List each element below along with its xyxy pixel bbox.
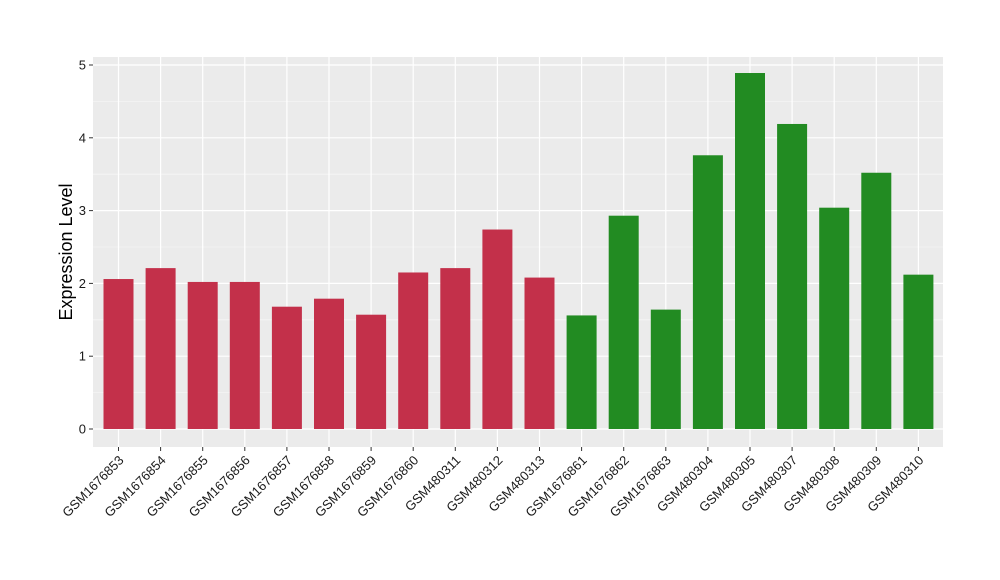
y-axis-title: Expression Level bbox=[56, 183, 76, 320]
bar-GSM480307 bbox=[777, 123, 808, 429]
bar-GSM1676863 bbox=[650, 309, 681, 429]
y-tick-label: 3 bbox=[79, 203, 86, 218]
bar-GSM480313 bbox=[524, 277, 555, 429]
bar-GSM1676860 bbox=[398, 272, 429, 429]
bar-GSM480308 bbox=[819, 207, 850, 429]
bar-GSM480305 bbox=[735, 73, 765, 430]
bar-GSM1676857 bbox=[271, 306, 302, 429]
bar-GSM1676859 bbox=[356, 314, 387, 429]
bar-GSM1676856 bbox=[229, 281, 260, 429]
bar-GSM480310 bbox=[903, 274, 934, 429]
bar-GSM1676858 bbox=[314, 298, 344, 429]
plot-panel bbox=[93, 57, 943, 447]
bar-GSM480312 bbox=[482, 229, 513, 429]
y-tick-label: 4 bbox=[79, 130, 86, 145]
bar-GSM1676855 bbox=[187, 281, 218, 429]
bar-GSM480311 bbox=[440, 268, 471, 429]
y-tick-label: 1 bbox=[79, 349, 86, 364]
y-tick-label: 0 bbox=[79, 422, 86, 437]
bar-GSM1676861 bbox=[566, 315, 597, 429]
bar-GSM480309 bbox=[861, 172, 892, 429]
bar-GSM1676862 bbox=[608, 215, 639, 429]
bar-GSM480304 bbox=[692, 155, 723, 429]
bar-GSM1676853 bbox=[103, 279, 134, 429]
bar-GSM1676854 bbox=[145, 268, 176, 429]
y-tick-label: 2 bbox=[79, 276, 86, 291]
y-tick-label: 5 bbox=[79, 58, 86, 73]
bars bbox=[103, 73, 934, 430]
